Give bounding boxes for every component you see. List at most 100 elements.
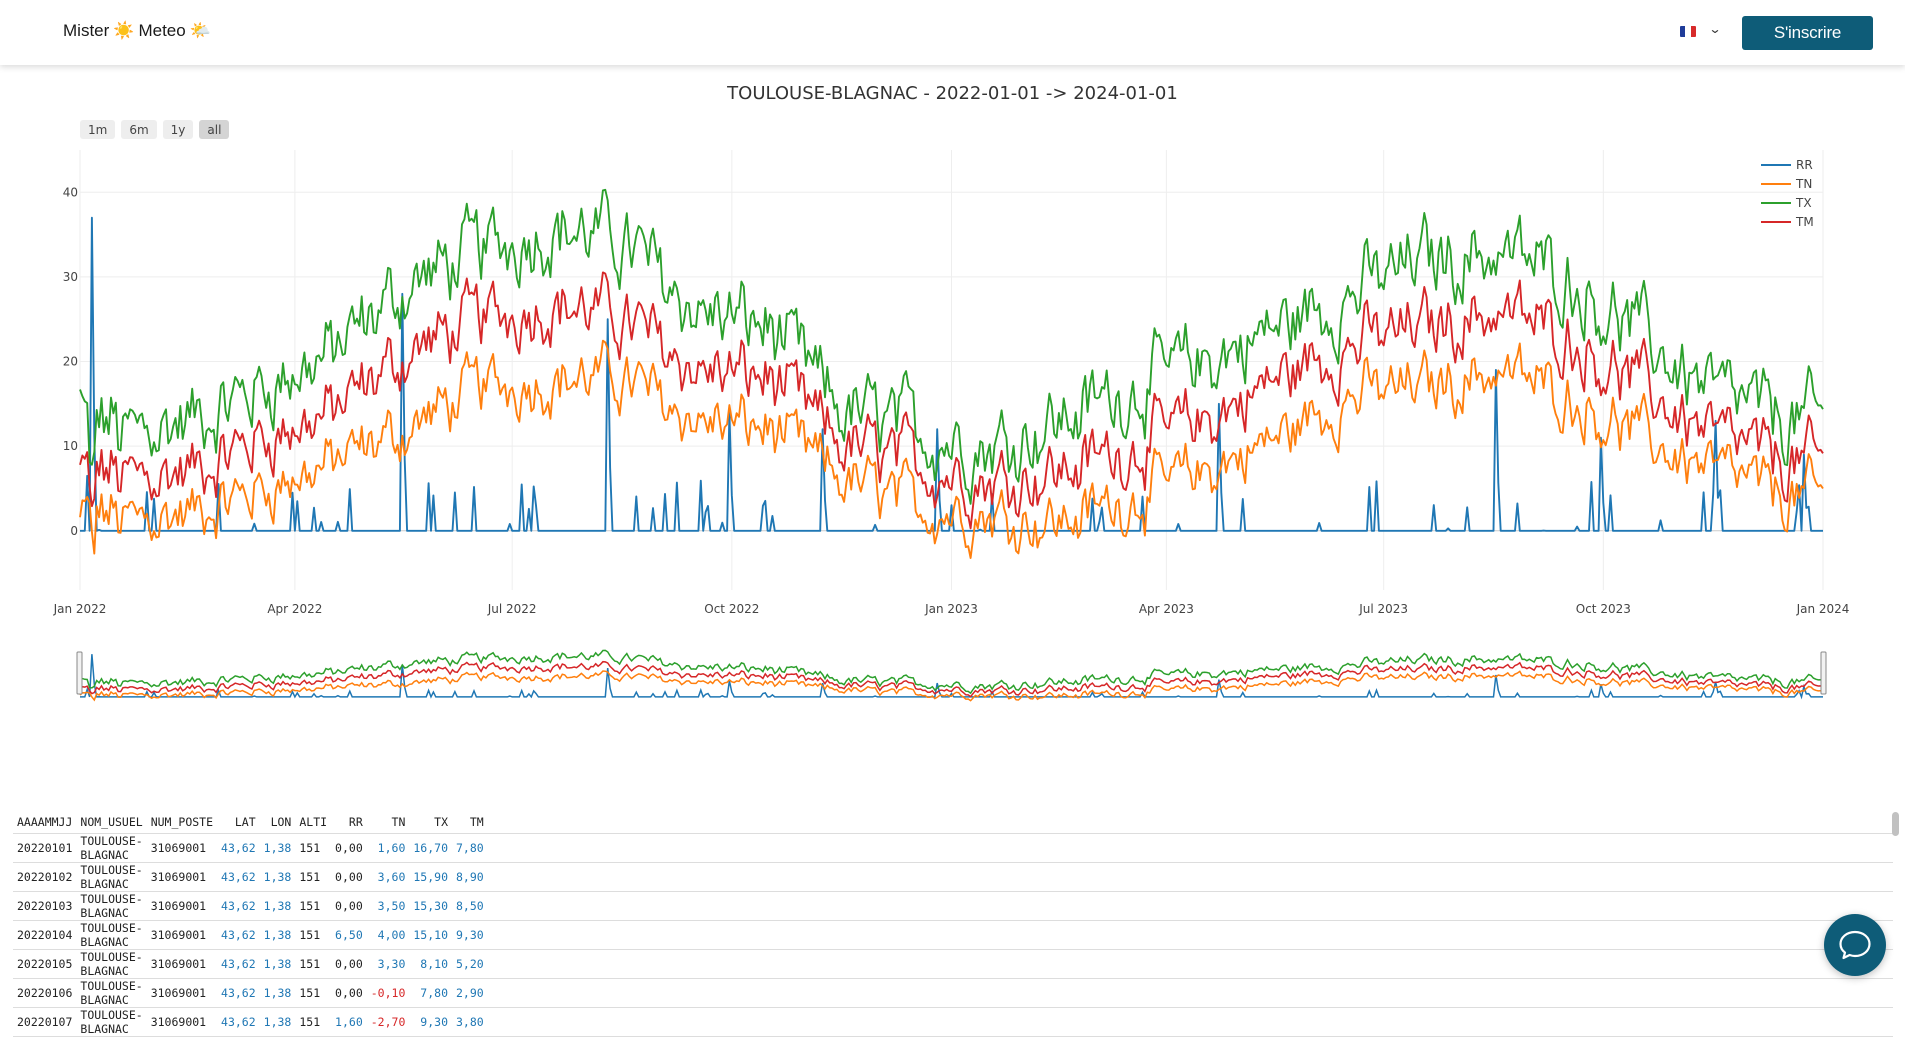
cell-rr: 0,00 <box>331 978 367 1008</box>
row-filler <box>487 862 1893 892</box>
cell-num-poste: 31069001 <box>146 1007 218 1037</box>
cell-num-poste: 31069001 <box>146 920 218 950</box>
x-tick-label: Oct 2022 <box>704 602 759 616</box>
cell-nom-usuel: TOULOUSE-BLAGNAC <box>76 833 147 863</box>
cell-nom-usuel: TOULOUSE-BLAGNAC <box>76 862 147 892</box>
table-row[interactable]: 20220107 TOULOUSE-BLAGNAC 31069001 43,62 1,3… <box>13 1007 1893 1037</box>
table-scrollbar[interactable] <box>1891 812 1899 995</box>
column-header-lat[interactable]: LAT <box>217 812 260 834</box>
scrollbar-thumb[interactable] <box>1892 812 1899 836</box>
y-tick-label: 0 <box>70 524 78 538</box>
row-filler <box>487 833 1893 863</box>
legend-label-rr[interactable]: RR <box>1796 158 1813 172</box>
range-selector: 1m 6m 1y all <box>80 120 230 139</box>
chat-button[interactable] <box>1824 914 1886 976</box>
range-slider[interactable] <box>76 645 1827 705</box>
range-button-1y[interactable]: 1y <box>162 120 194 139</box>
column-header-tn[interactable]: TN <box>366 812 410 834</box>
cell-tn: 3,60 <box>366 862 410 892</box>
cell-rr: 6,50 <box>331 920 367 950</box>
range-button-6m[interactable]: 6m <box>121 120 157 139</box>
chevron-down-icon[interactable]: ⌄ <box>1708 22 1722 36</box>
cell-tn: 4,00 <box>366 920 410 950</box>
range-slider-handle-left[interactable] <box>76 651 83 695</box>
y-tick-label: 20 <box>63 355 78 369</box>
cell-aaaammjj: 20220106 <box>13 978 77 1008</box>
series-line-rr[interactable] <box>80 216 1823 532</box>
cell-tn: 1,60 <box>366 833 410 863</box>
row-filler <box>487 1007 1893 1037</box>
table-row[interactable]: 20220101 TOULOUSE-BLAGNAC 31069001 43,62 1,3… <box>13 833 1893 863</box>
column-header-num-poste[interactable]: NUM_POSTE <box>146 812 218 834</box>
cell-lon: 1,38 <box>259 920 296 950</box>
cell-tx: 7,80 <box>409 978 452 1008</box>
cell-aaaammjj: 20220103 <box>13 891 77 921</box>
cell-lon: 1,38 <box>259 891 296 921</box>
series-line-tn[interactable] <box>79 339 1824 559</box>
table-row[interactable]: 20220106 TOULOUSE-BLAGNAC 31069001 43,62 1,3… <box>13 978 1893 1008</box>
range-slider-line-tm <box>79 660 1824 698</box>
range-button-all[interactable]: all <box>199 120 230 139</box>
cell-alti: 151 <box>295 949 332 979</box>
column-header-rr[interactable]: RR <box>331 812 367 834</box>
cell-lat: 43,62 <box>217 949 260 979</box>
cell-num-poste: 31069001 <box>146 862 218 892</box>
cell-lon: 1,38 <box>259 1007 296 1037</box>
cell-rr: 0,00 <box>331 833 367 863</box>
cell-lat: 43,62 <box>217 862 260 892</box>
cell-tm: 3,80 <box>452 1007 488 1037</box>
table-header-row: AAAAMMJJ NOM_USUEL NUM_POSTE LAT LON ALTI RR TN… <box>13 812 1893 834</box>
sun-icon: ☀️ <box>113 21 135 40</box>
column-header-aaaammjj[interactable]: AAAAMMJJ <box>13 812 77 834</box>
y-tick-label: 30 <box>63 270 78 284</box>
column-header-tx[interactable]: TX <box>409 812 452 834</box>
series-line-tm[interactable] <box>79 271 1824 530</box>
cell-nom-usuel: TOULOUSE-BLAGNAC <box>76 949 147 979</box>
cell-rr: 1,60 <box>331 1007 367 1037</box>
x-tick-label: Apr 2023 <box>1139 602 1194 616</box>
cell-num-poste: 31069001 <box>146 833 218 863</box>
signup-button[interactable]: S'inscrire <box>1742 16 1873 50</box>
cell-rr: 0,00 <box>331 862 367 892</box>
column-header-nom-usuel[interactable]: NOM_USUEL <box>76 812 147 834</box>
column-header-lon[interactable]: LON <box>259 812 296 834</box>
legend-label-tx[interactable]: TX <box>1795 196 1812 210</box>
cell-rr: 0,00 <box>331 949 367 979</box>
chart-legend[interactable]: RR TN TX TM <box>1761 158 1814 229</box>
cell-rr: 0,00 <box>331 891 367 921</box>
row-filler <box>487 920 1893 950</box>
brand-logo[interactable]: Mister ☀️ Meteo 🌤️ <box>63 21 211 41</box>
cell-tx: 16,70 <box>409 833 452 863</box>
french-flag-icon[interactable] <box>1680 26 1696 37</box>
brand-name: Mister <box>63 21 110 40</box>
range-button-1m[interactable]: 1m <box>80 120 116 139</box>
column-header-tm[interactable]: TM <box>452 812 488 834</box>
cell-tm: 5,20 <box>452 949 488 979</box>
cell-tn: 3,50 <box>366 891 410 921</box>
table-row[interactable]: 20220102 TOULOUSE-BLAGNAC 31069001 43,62 1,3… <box>13 862 1893 892</box>
sun-cloud-icon: 🌤️ <box>189 21 211 40</box>
legend-label-tm[interactable]: TM <box>1795 215 1814 229</box>
row-filler <box>487 891 1893 921</box>
chart-title: TOULOUSE-BLAGNAC - 2022-01-01 -> 2024-01… <box>727 83 1178 104</box>
table-row[interactable]: 20220103 TOULOUSE-BLAGNAC 31069001 43,62 1,3… <box>13 891 1893 921</box>
range-slider-handle-right[interactable] <box>1820 651 1827 695</box>
top-navbar: Mister ☀️ Meteo 🌤️ ⌄ S'inscrire <box>0 0 1905 65</box>
y-tick-label: 40 <box>63 185 78 199</box>
table-row[interactable]: 20220104 TOULOUSE-BLAGNAC 31069001 43,62 1,3… <box>13 920 1893 950</box>
x-tick-label: Jan 2024 <box>1796 602 1850 616</box>
cell-lat: 43,62 <box>217 1007 260 1037</box>
chart-series-lines <box>79 188 1824 559</box>
legend-label-tn[interactable]: TN <box>1795 177 1812 191</box>
column-header-alti[interactable]: ALTI <box>295 812 332 834</box>
weather-line-chart[interactable]: 0 10 20 30 40 Jan 2022 Apr 2022 Jul 2022 Oct 20… <box>0 0 1905 720</box>
x-tick-label: Apr 2022 <box>267 602 322 616</box>
cell-tm: 9,30 <box>452 920 488 950</box>
range-slider-line-tn <box>79 670 1824 702</box>
x-tick-label: Jul 2022 <box>487 602 537 616</box>
cell-lon: 1,38 <box>259 949 296 979</box>
cell-alti: 151 <box>295 862 332 892</box>
cell-alti: 151 <box>295 978 332 1008</box>
table-row[interactable]: 20220105 TOULOUSE-BLAGNAC 31069001 43,62 1,3… <box>13 949 1893 979</box>
series-line-tx[interactable] <box>79 188 1824 505</box>
